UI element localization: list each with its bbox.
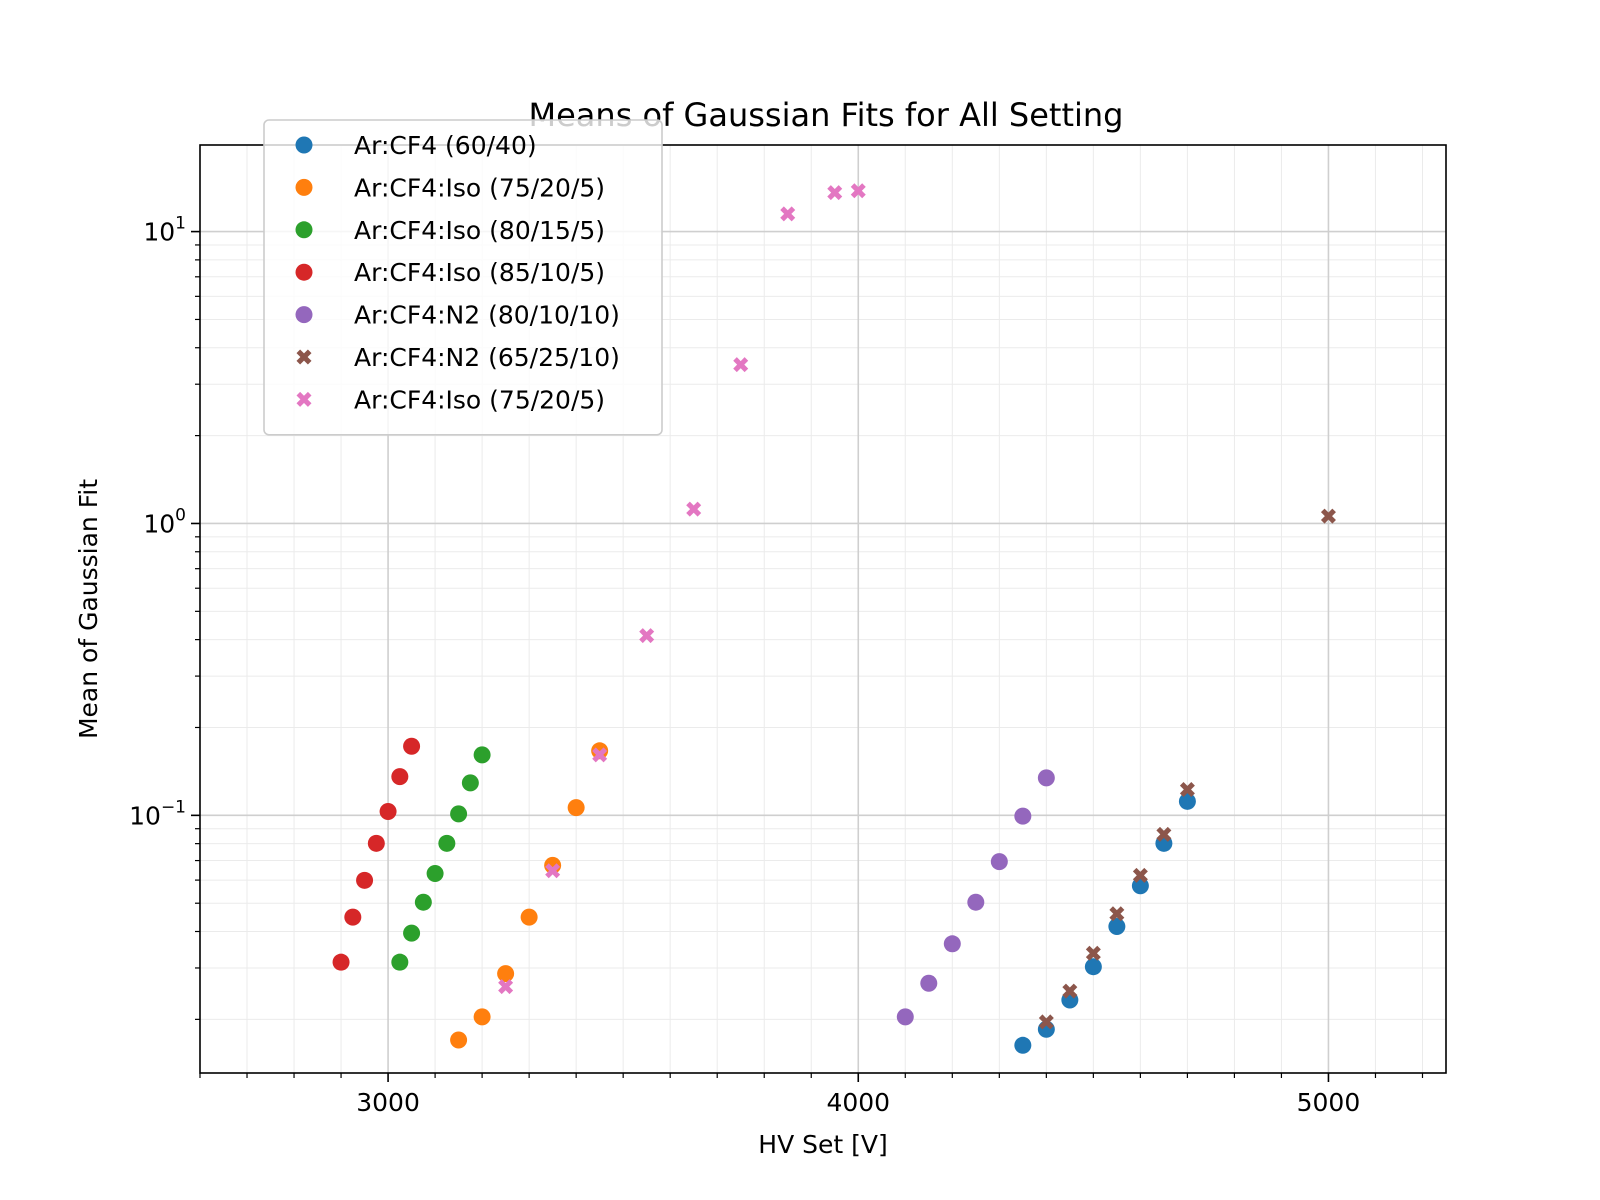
series-6 bbox=[1038, 508, 1336, 1030]
y-axis-label: Mean of Gaussian Fit bbox=[74, 479, 103, 739]
data-point bbox=[1156, 826, 1172, 842]
data-point bbox=[1014, 1036, 1032, 1054]
data-point bbox=[780, 206, 796, 222]
x-tick-label: 4000 bbox=[826, 1088, 890, 1117]
data-point bbox=[1108, 918, 1126, 936]
data-point bbox=[1132, 867, 1148, 883]
data-point bbox=[990, 853, 1008, 871]
legend-item: Ar:CF4:Iso (80/15/5) bbox=[295, 216, 605, 245]
data-point bbox=[1037, 769, 1055, 787]
data-point bbox=[473, 1008, 491, 1026]
data-point bbox=[414, 893, 432, 911]
legend-marker bbox=[296, 391, 312, 407]
legend-item: Ar:CF4:N2 (65/25/10) bbox=[296, 343, 620, 372]
legend-item: Ar:CF4:Iso (75/20/5) bbox=[296, 385, 605, 414]
data-point bbox=[497, 965, 515, 983]
legend-marker bbox=[296, 349, 312, 365]
data-point bbox=[344, 908, 362, 926]
series-3 bbox=[391, 746, 491, 971]
data-point bbox=[1178, 792, 1196, 810]
legend-item: Ar:CF4:N2 (80/10/10) bbox=[295, 301, 620, 330]
data-point bbox=[520, 908, 538, 926]
data-point bbox=[498, 979, 514, 995]
data-point bbox=[1062, 983, 1078, 999]
data-point bbox=[896, 1008, 914, 1026]
data-point bbox=[1014, 807, 1032, 825]
legend-box bbox=[263, 119, 663, 436]
data-point bbox=[391, 953, 409, 971]
data-point bbox=[1109, 906, 1125, 922]
data-point bbox=[567, 799, 585, 817]
data-point bbox=[391, 768, 409, 786]
x-axis-label: HV Set [V] bbox=[758, 1130, 887, 1159]
legend-item: Ar:CF4 (60/40) bbox=[295, 131, 537, 160]
legend-marker bbox=[295, 221, 313, 239]
data-point bbox=[403, 924, 421, 942]
data-point bbox=[1320, 508, 1336, 524]
x-tick-label: 3000 bbox=[356, 1088, 420, 1117]
data-point bbox=[920, 974, 938, 992]
data-point bbox=[1038, 1014, 1054, 1030]
plot-frame bbox=[199, 144, 1447, 1074]
legend-marker bbox=[295, 178, 313, 196]
legend-marker bbox=[295, 263, 313, 281]
data-point bbox=[733, 357, 749, 373]
data-point bbox=[591, 742, 609, 760]
data-point bbox=[473, 746, 491, 764]
data-point bbox=[356, 871, 374, 889]
data-point bbox=[967, 893, 985, 911]
legend-label: Ar:CF4 (60/40) bbox=[354, 131, 537, 160]
data-point bbox=[332, 953, 350, 971]
series-7 bbox=[498, 183, 866, 995]
series-5 bbox=[896, 769, 1055, 1026]
legend-label: Ar:CF4:N2 (80/10/10) bbox=[354, 301, 620, 330]
series-2 bbox=[450, 742, 609, 1049]
y-tick-label: 100 bbox=[143, 505, 186, 538]
x-tick-label: 5000 bbox=[1297, 1088, 1361, 1117]
data-point bbox=[367, 834, 385, 852]
y-tick-label: 10−1 bbox=[129, 797, 186, 830]
data-point bbox=[438, 834, 456, 852]
data-point bbox=[545, 863, 561, 879]
data-point bbox=[426, 865, 444, 883]
data-point bbox=[592, 747, 608, 763]
data-points bbox=[332, 183, 1336, 1054]
data-point bbox=[450, 805, 468, 823]
data-point bbox=[1085, 945, 1101, 961]
y-tick-label: 101 bbox=[143, 214, 186, 247]
legend-label: Ar:CF4:Iso (75/20/5) bbox=[354, 173, 605, 202]
legend-label: Ar:CF4:Iso (80/15/5) bbox=[354, 216, 605, 245]
x-axis: 3000 4000 5000 bbox=[199, 1073, 1424, 1117]
y-axis: 10−1 100 101 bbox=[129, 214, 200, 1020]
data-point bbox=[450, 1031, 468, 1049]
data-point bbox=[379, 802, 397, 820]
legend-marker bbox=[295, 136, 313, 154]
data-point bbox=[827, 185, 843, 201]
legend-label: Ar:CF4:Iso (75/20/5) bbox=[354, 385, 605, 414]
series-4 bbox=[332, 737, 421, 971]
data-point bbox=[850, 183, 866, 199]
data-point bbox=[1084, 958, 1102, 976]
data-point bbox=[1179, 782, 1195, 798]
legend: Ar:CF4 (60/40) Ar:CF4:Iso (75/20/5) Ar:CF4… bbox=[263, 119, 663, 436]
data-point bbox=[461, 774, 479, 792]
data-point bbox=[403, 737, 421, 755]
data-point bbox=[686, 501, 702, 517]
legend-label: Ar:CF4:N2 (65/25/10) bbox=[354, 343, 620, 372]
legend-label: Ar:CF4:Iso (85/10/5) bbox=[354, 258, 605, 287]
legend-item: Ar:CF4:Iso (85/10/5) bbox=[295, 258, 605, 287]
data-point bbox=[639, 628, 655, 644]
legend-marker bbox=[295, 306, 313, 324]
data-point bbox=[943, 935, 961, 953]
legend-item: Ar:CF4:Iso (75/20/5) bbox=[295, 173, 605, 202]
